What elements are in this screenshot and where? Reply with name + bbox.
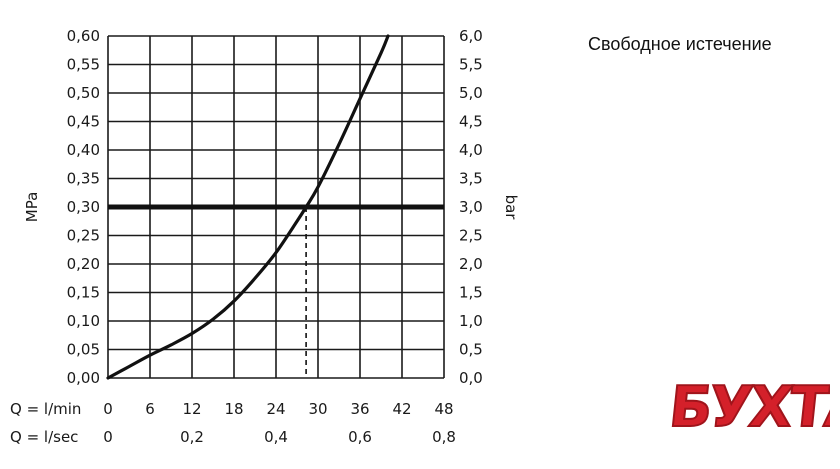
x-tick-label-lmin: 0 [103,400,113,418]
y-tick-label-left: 0,15 [67,284,100,302]
x-tick-label-lmin: 6 [145,400,155,418]
y-tick-label-left: 0,60 [67,27,100,45]
x-tick-label-lmin: 48 [434,400,453,418]
y-tick-label-left: 0,20 [67,255,100,273]
y-tick-label-right: 4,5 [459,113,483,131]
svg-text:БУХТА: БУХТА [666,375,830,438]
x-tick-label-lmin: 42 [392,400,411,418]
x-tick-label-lsec: 0 [103,428,113,446]
y-tick-label-left: 0,05 [67,341,100,359]
buhta-logo: БУХТА [662,366,840,442]
y-tick-label-left: 0,45 [67,113,100,131]
y-tick-label-right: 2,5 [459,227,483,245]
y-tick-label-right: 5,5 [459,56,483,74]
y-tick-label-right: 3,5 [459,170,483,188]
x-tick-label-lsec: 0,4 [264,428,288,446]
x-tick-label-lsec: 0,6 [348,428,372,446]
y-tick-label-right: 6,0 [459,27,483,45]
x-row2-title: Q = l/sec [10,428,78,446]
y-tick-label-right: 5,0 [459,84,483,102]
chart-lines [106,34,444,380]
y-tick-label-right: 1,5 [459,284,483,302]
y-tick-label-left: 0,30 [67,198,100,216]
x-tick-label-lmin: 30 [308,400,327,418]
x-tick-label-lmin: 36 [350,400,369,418]
y-tick-label-left: 0,40 [67,141,100,159]
flow-curve [106,34,390,380]
x-tick-label-lsec: 0,8 [432,428,456,446]
y-tick-label-right: 2,0 [459,255,483,273]
y-tick-label-left: 0,25 [67,227,100,245]
x-tick-label-lmin: 12 [182,400,201,418]
y-tick-label-left: 0,50 [67,84,100,102]
chart-tick-labels: 0,000,050,100,150,200,250,300,350,400,45… [67,27,483,446]
x-row1-title: Q = l/min [10,400,81,418]
y-tick-label-right: 3,0 [459,198,483,216]
y-axis-right-title: bar [502,195,520,221]
y-tick-label-left: 0,10 [67,312,100,330]
x-tick-label-lmin: 24 [266,400,285,418]
y-tick-label-right: 4,0 [459,141,483,159]
x-tick-label-lsec: 0,2 [180,428,204,446]
chart-title: Свободное истечение [588,34,772,54]
y-tick-label-left: 0,55 [67,56,100,74]
y-tick-label-right: 0,5 [459,341,483,359]
x-tick-label-lmin: 18 [224,400,243,418]
y-tick-label-right: 1,0 [459,312,483,330]
y-tick-label-left: 0,35 [67,170,100,188]
y-tick-label-right: 0,0 [459,369,483,387]
y-axis-left-title: MPa [23,192,41,223]
y-tick-label-left: 0,00 [67,369,100,387]
